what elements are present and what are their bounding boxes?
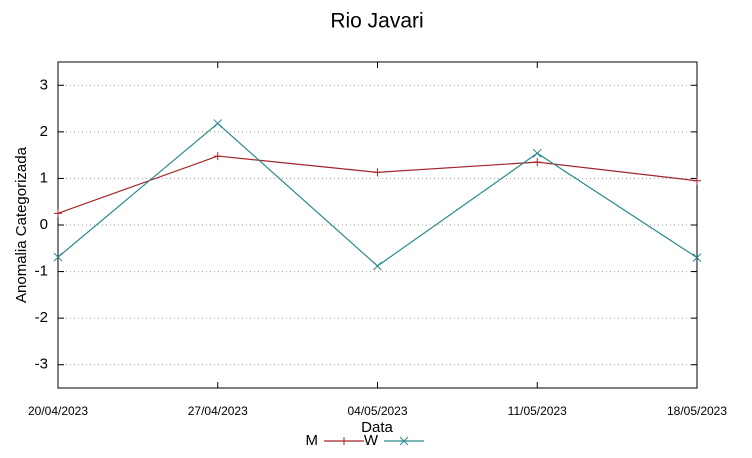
y-tick-label: -3 — [35, 356, 48, 373]
point-marker — [53, 252, 63, 262]
y-axis-label: Anomalia Categorizada — [13, 146, 30, 303]
point-marker — [373, 261, 382, 271]
point-marker — [532, 148, 542, 158]
x-tick-label: 27/04/2023 — [188, 404, 248, 418]
x-tick-label: 11/05/2023 — [508, 404, 567, 418]
chart-title: Rio Javari — [330, 10, 423, 33]
y-tick-label: 2 — [40, 123, 48, 140]
legend-label: M — [306, 432, 319, 449]
legend-marker — [340, 437, 348, 445]
x-tick-label: 20/04/2023 — [28, 404, 88, 418]
y-tick-label: 0 — [40, 216, 48, 233]
point-marker — [54, 209, 62, 218]
plot-frame — [57, 61, 698, 389]
x-axis-label: Data — [361, 419, 393, 436]
y-tick-label: -2 — [35, 309, 48, 326]
point-marker — [373, 168, 382, 177]
point-marker — [692, 253, 702, 262]
y-tick-label: -1 — [35, 263, 48, 280]
legend-marker — [399, 436, 409, 446]
point-marker — [693, 176, 701, 185]
y-tick-label: 1 — [40, 169, 48, 186]
point-marker — [533, 158, 542, 167]
point-marker — [213, 119, 223, 128]
y-tick-label: 3 — [40, 76, 48, 93]
x-tick-label: 18/05/2023 — [667, 404, 727, 418]
point-marker — [213, 152, 222, 161]
x-tick-label: 04/05/2023 — [347, 404, 407, 418]
legend-label: W — [364, 432, 379, 449]
